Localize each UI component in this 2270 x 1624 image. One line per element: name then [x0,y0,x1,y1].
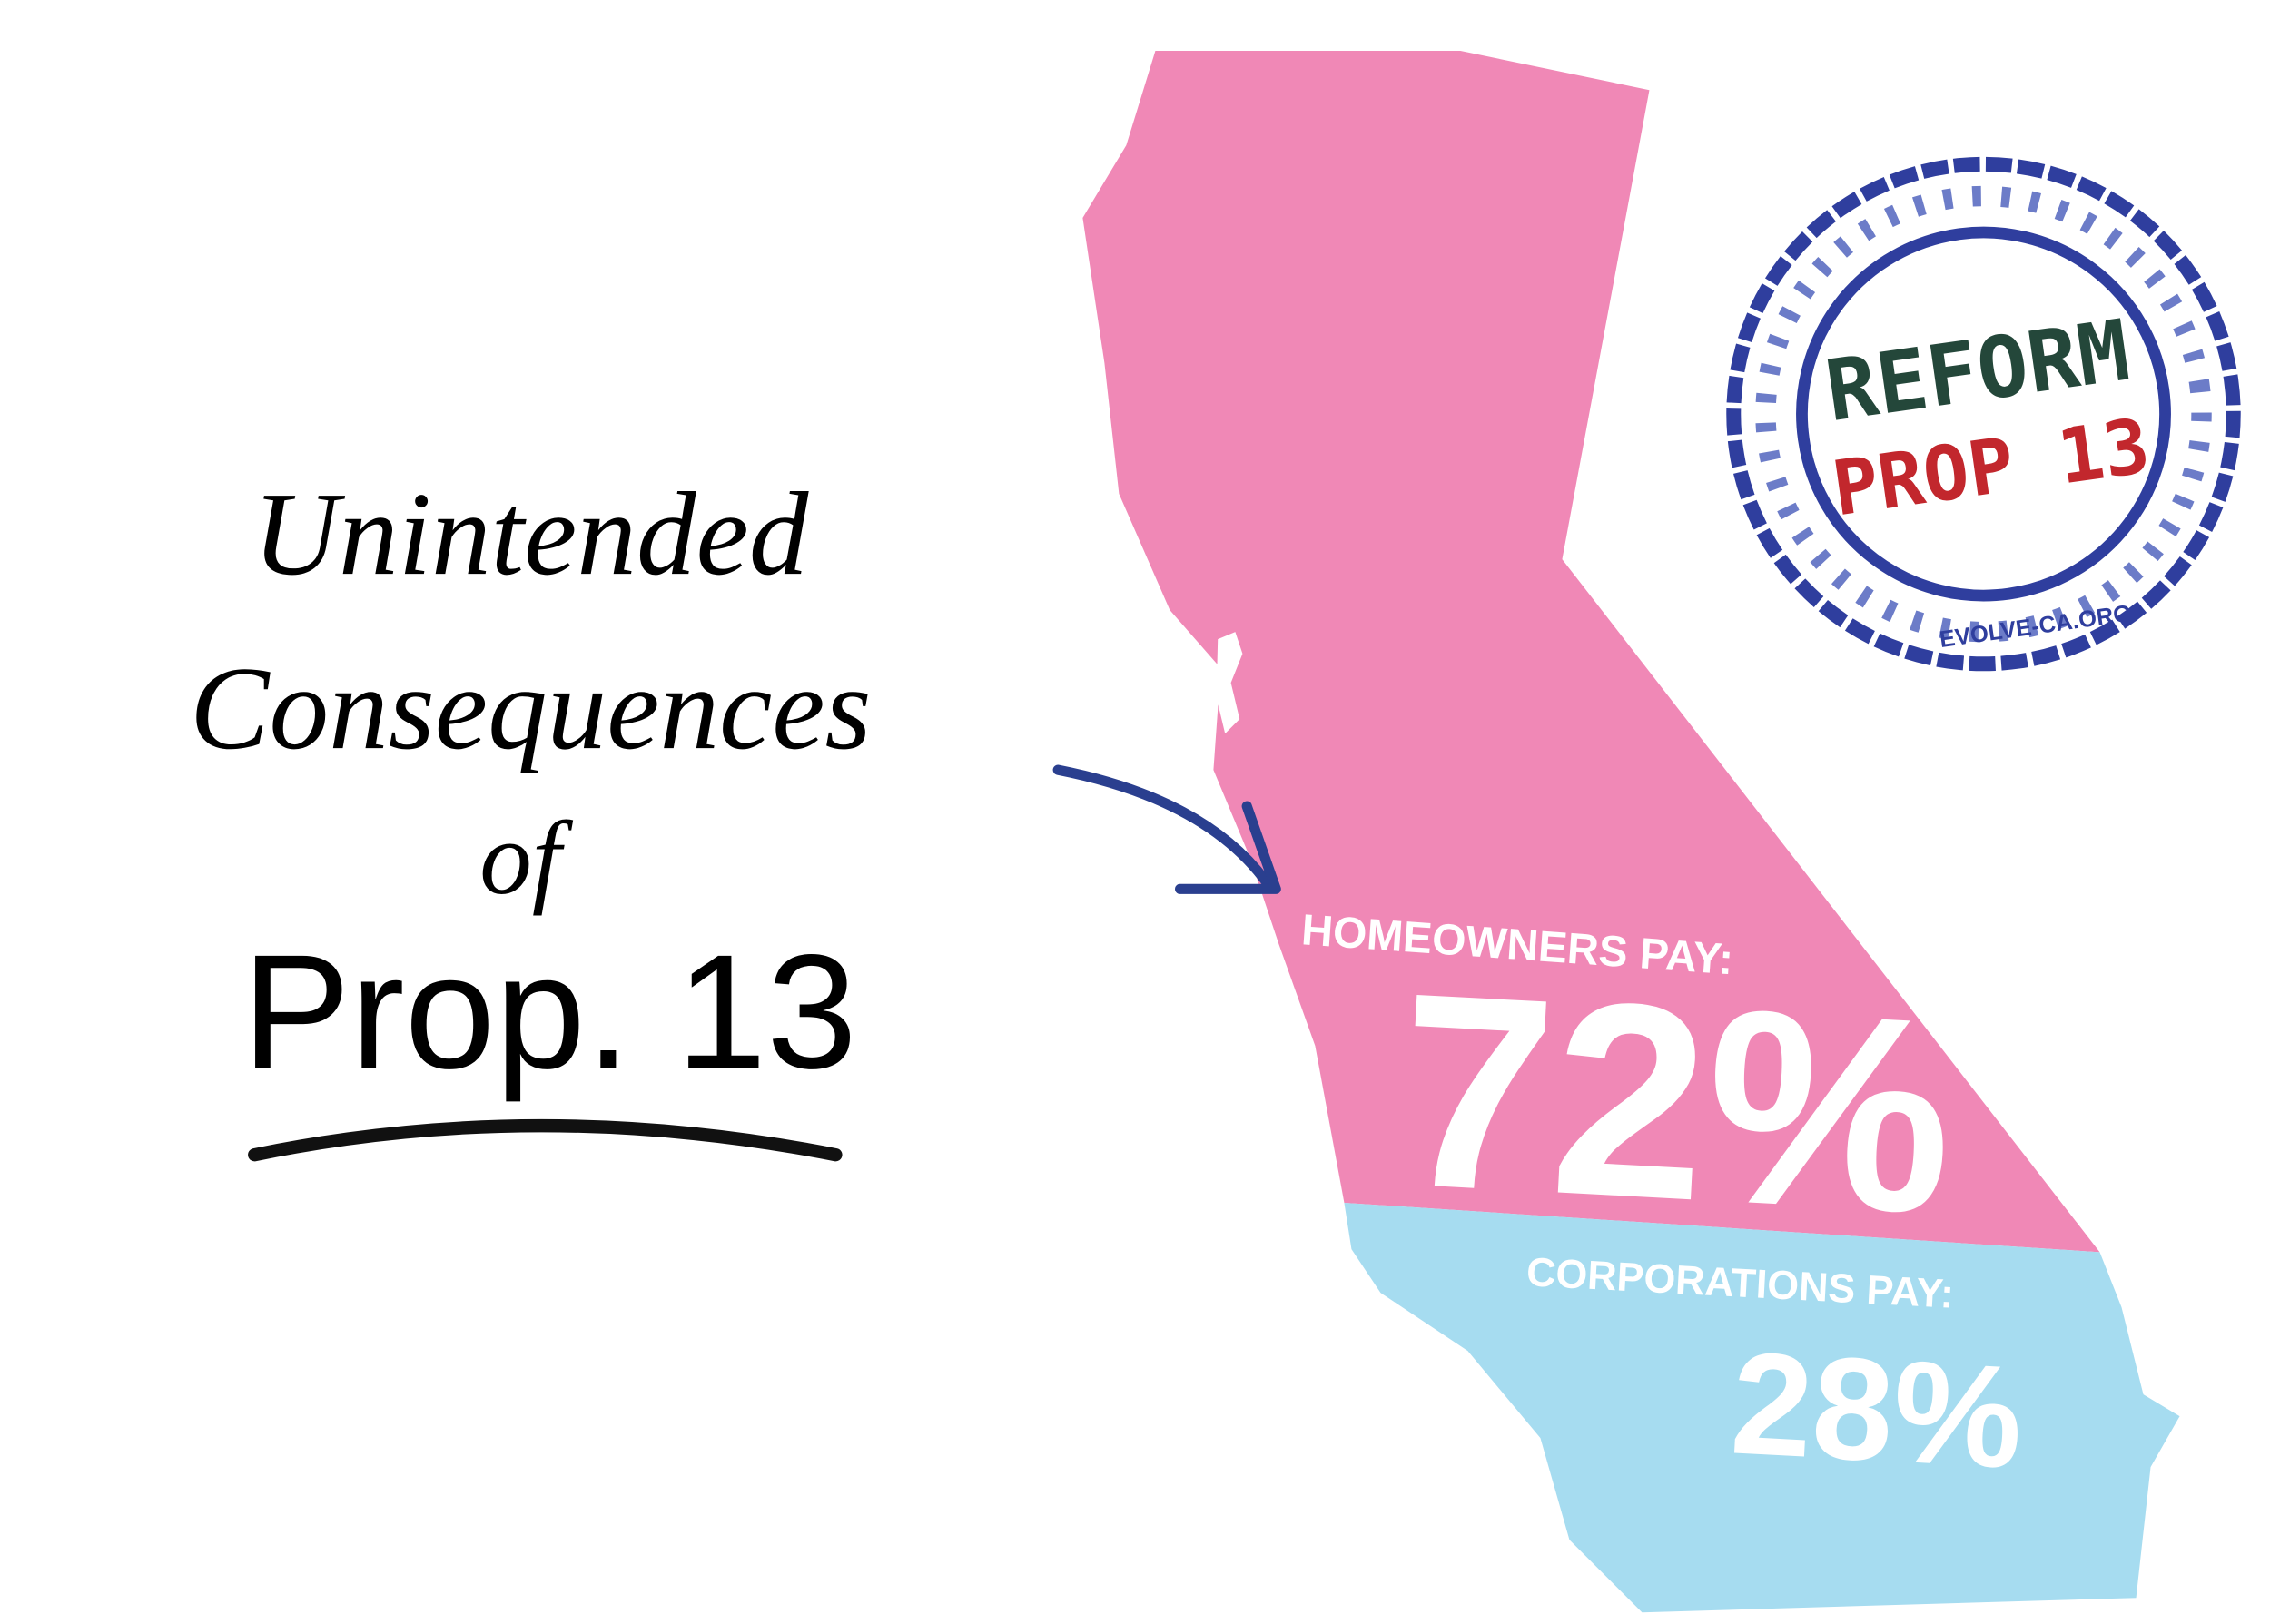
homeowners-share: 72% [1392,936,1959,1272]
arrow-head [1175,801,1281,894]
bay [1216,632,1243,734]
corporations-share: 28% [1728,1321,2027,1499]
arrow [1052,764,1273,889]
title-line3: of [479,800,574,916]
map-north [1082,51,2100,1253]
stamp: REFORM PROP 13 EVOLVE-CA.ORG [1726,156,2241,672]
title-line4: Prop. 13 [242,920,857,1102]
title-line2: Consequences [190,643,872,774]
map-south [1344,1202,2180,1613]
title-line1: Unintended [252,468,809,600]
underline-swash [248,1118,843,1162]
